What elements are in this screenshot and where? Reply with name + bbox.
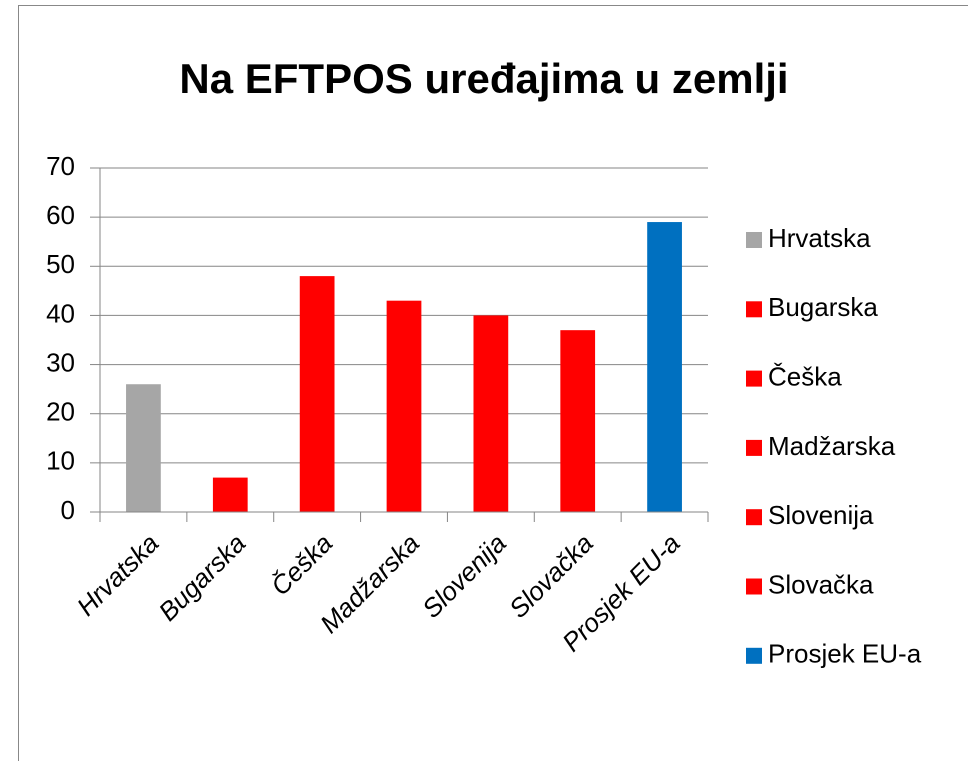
legend-swatch [746, 578, 762, 595]
legend-label: Hrvatska [768, 223, 871, 253]
y-tick-label: 60 [46, 200, 75, 230]
bar [126, 384, 161, 512]
legend-swatch [746, 439, 762, 456]
y-tick-label: 70 [46, 151, 75, 181]
legend-label: Prosjek EU-a [768, 639, 922, 669]
legend-swatch [746, 647, 762, 664]
y-tick-label: 10 [46, 446, 75, 476]
legend-swatch [746, 232, 762, 248]
bar [212, 477, 248, 512]
bar [299, 276, 335, 512]
bar [386, 300, 422, 512]
y-tick-label: 0 [61, 495, 75, 525]
y-tick-label: 50 [46, 249, 75, 279]
bar [560, 330, 596, 512]
legend-label: Slovenija [768, 500, 874, 530]
legend-label: Slovačka [768, 569, 874, 599]
legend-label: Madžarska [768, 431, 896, 461]
bar [473, 315, 509, 512]
legend-swatch [746, 301, 762, 318]
bar [647, 222, 682, 513]
y-tick-label: 30 [46, 347, 75, 377]
legend-swatch [746, 370, 762, 387]
chart-title: Na EFTPOS uređajima u zemlji [179, 55, 788, 102]
y-tick-label: 20 [46, 397, 75, 427]
legend-label: Bugarska [768, 292, 878, 322]
legend-swatch [746, 509, 762, 526]
y-tick-label: 40 [46, 298, 75, 328]
legend-label: Češka [768, 361, 842, 391]
